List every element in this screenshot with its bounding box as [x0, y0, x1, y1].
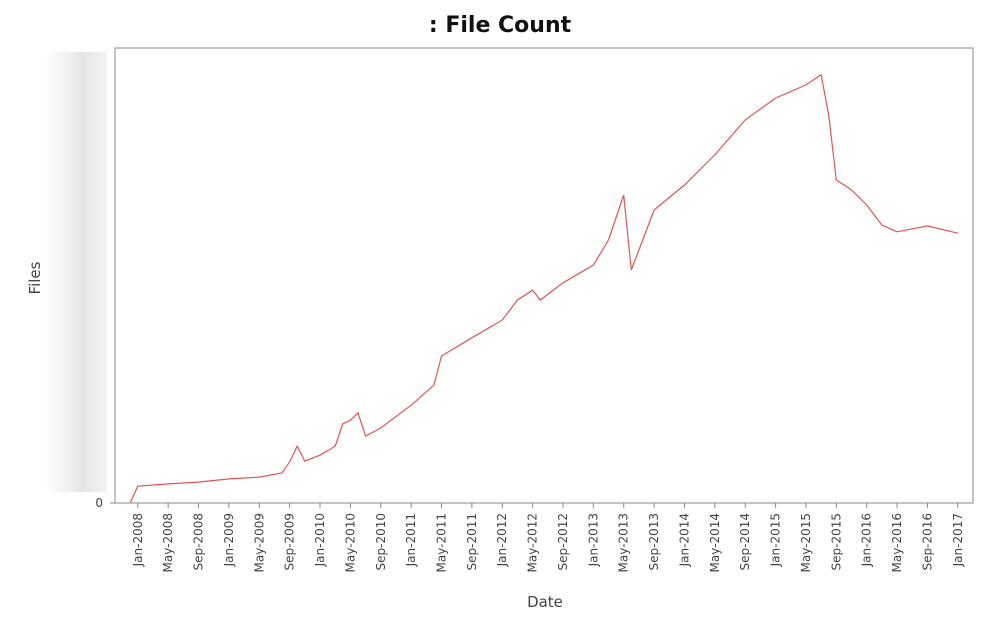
obscured-axis: [45, 52, 107, 492]
x-tick-label: May-2010: [343, 513, 357, 572]
x-tick-label: Jan-2010: [313, 513, 327, 567]
x-tick-label: May-2012: [526, 513, 540, 572]
x-tick-label: Jan-2009: [222, 513, 236, 567]
x-tick-label: May-2014: [708, 513, 722, 572]
data-line: [129, 73, 958, 504]
plot-area: [114, 47, 974, 504]
x-tick-label: Jan-2015: [769, 513, 783, 567]
x-tick-label: Jan-2013: [586, 513, 600, 567]
x-tick-label: Jan-2014: [677, 513, 691, 567]
x-tick-label: Jan-2016: [860, 513, 874, 567]
x-tick-label: Jan-2012: [495, 513, 509, 567]
x-tick-label: Sep-2008: [192, 513, 206, 571]
x-tick-label: Sep-2011: [465, 513, 479, 571]
x-tick-label: Sep-2013: [647, 513, 661, 571]
x-tick-label: May-2009: [252, 513, 266, 572]
x-axis-label: Date: [527, 593, 563, 611]
x-tick-label: Jan-2008: [131, 513, 145, 567]
x-tick-label: Sep-2016: [920, 513, 934, 571]
x-tick-label: Jan-2011: [404, 513, 418, 567]
y-axis-label: Files: [26, 261, 44, 294]
x-tick-label: Sep-2012: [556, 513, 570, 571]
x-tick-label: May-2011: [434, 513, 448, 572]
x-tick-label: May-2016: [890, 513, 904, 572]
x-tick-label: Sep-2010: [374, 513, 388, 571]
y-tick-label: 0: [95, 496, 103, 510]
x-tick-label: Jan-2017: [951, 513, 965, 567]
x-tick-label: May-2013: [617, 513, 631, 572]
x-tick-label: May-2015: [799, 513, 813, 572]
x-tick-label: Sep-2015: [829, 513, 843, 571]
x-tick-label: Sep-2009: [283, 513, 297, 571]
x-tick-label: May-2008: [161, 513, 175, 572]
chart-title: : File Count: [429, 13, 572, 38]
x-tick-label: Sep-2014: [738, 513, 752, 571]
